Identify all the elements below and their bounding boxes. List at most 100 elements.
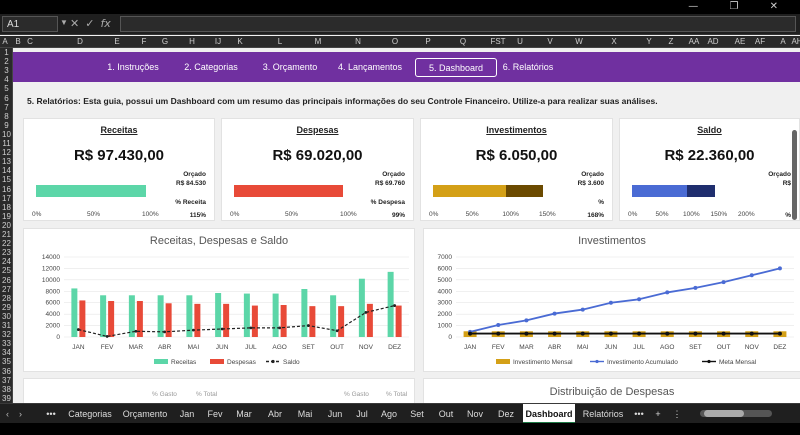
- row-header[interactable]: 31: [2, 321, 11, 330]
- column-header[interactable]: E: [114, 37, 120, 46]
- row-header[interactable]: 30: [2, 311, 11, 321]
- column-header[interactable]: H: [189, 37, 195, 46]
- column-header[interactable]: O: [391, 37, 399, 46]
- bar-receitas[interactable]: [243, 293, 250, 337]
- series-point[interactable]: [665, 290, 670, 295]
- sheet-tab-orçamento[interactable]: Orçamento: [122, 409, 168, 419]
- bar-receitas[interactable]: [358, 278, 365, 337]
- bar-despesas[interactable]: [251, 305, 258, 337]
- series-point[interactable]: [721, 280, 726, 285]
- row-header[interactable]: 8: [4, 111, 9, 121]
- column-header[interactable]: P: [425, 37, 431, 46]
- horizontal-scrollbar[interactable]: [700, 410, 772, 417]
- row-header[interactable]: 4: [4, 75, 9, 85]
- series-point[interactable]: [749, 331, 754, 336]
- revenue-expense-chart[interactable]: Receitas, Despesas e Saldo 0 2000 4000 6000…: [23, 228, 415, 372]
- row-header[interactable]: 10: [2, 129, 11, 139]
- bar-receitas[interactable]: [301, 289, 308, 337]
- row-header[interactable]: 6: [4, 93, 9, 103]
- series-point[interactable]: [524, 331, 529, 336]
- row-header[interactable]: 5: [4, 84, 9, 94]
- column-header[interactable]: IJ: [214, 37, 222, 46]
- expense-distribution-panel[interactable]: Distribuição de Despesas: [423, 378, 800, 403]
- row-header[interactable]: 7: [4, 102, 9, 112]
- scroll-thumb[interactable]: [704, 410, 744, 417]
- row-header[interactable]: 33: [2, 339, 11, 349]
- sheet-tab-ago[interactable]: Ago: [380, 409, 397, 419]
- row-header[interactable]: 1: [4, 48, 9, 57]
- column-header[interactable]: C: [27, 37, 33, 46]
- name-box[interactable]: A1: [2, 16, 58, 32]
- row-header[interactable]: 9: [4, 120, 9, 130]
- column-header[interactable]: AE: [734, 37, 746, 46]
- bar-despesas[interactable]: [165, 303, 172, 337]
- series-point[interactable]: [496, 331, 501, 336]
- sheet-tab-out[interactable]: Out: [438, 409, 454, 419]
- row-header[interactable]: 21: [2, 230, 11, 239]
- row-header[interactable]: 23: [2, 248, 11, 258]
- series-point[interactable]: [134, 329, 138, 333]
- formula-input[interactable]: [120, 16, 796, 32]
- bar-despesas[interactable]: [79, 300, 86, 337]
- bar-receitas[interactable]: [157, 295, 164, 337]
- row-header[interactable]: 15: [2, 175, 11, 185]
- row-header[interactable]: 16: [2, 184, 11, 194]
- column-header[interactable]: AA: [688, 37, 700, 46]
- nav-item-4[interactable]: 4. Lançamentos: [337, 62, 403, 72]
- bar-despesas[interactable]: [108, 301, 115, 337]
- bar-receitas[interactable]: [330, 295, 337, 337]
- bar-despesas[interactable]: [395, 305, 402, 337]
- bar-despesas[interactable]: [223, 303, 230, 337]
- series-point[interactable]: [749, 273, 754, 278]
- series-point[interactable]: [76, 328, 80, 331]
- row-header[interactable]: 14: [2, 166, 11, 176]
- row-header[interactable]: 13: [2, 157, 11, 167]
- series-point[interactable]: [608, 331, 613, 336]
- more-tabs-left[interactable]: •••: [46, 409, 56, 419]
- row-header[interactable]: 28: [2, 293, 11, 303]
- nav-item-5[interactable]: 5. Dashboard: [415, 58, 497, 77]
- row-header[interactable]: 12: [2, 148, 11, 158]
- row-header[interactable]: 19: [2, 211, 11, 221]
- row-header[interactable]: 18: [2, 202, 11, 212]
- column-header[interactable]: X: [611, 37, 617, 46]
- chevron-down-icon[interactable]: ▼: [60, 18, 68, 27]
- nav-item-1[interactable]: 1. Instruções: [107, 62, 159, 72]
- column-header[interactable]: AH: [791, 37, 800, 46]
- add-sheet-button[interactable]: +: [655, 409, 661, 419]
- sheet-tab-jan[interactable]: Jan: [179, 409, 195, 419]
- series-point[interactable]: [468, 331, 473, 336]
- series-point[interactable]: [777, 331, 782, 336]
- series-point[interactable]: [637, 297, 642, 302]
- series-point[interactable]: [306, 324, 310, 327]
- row-header[interactable]: 3: [4, 66, 9, 76]
- series-point[interactable]: [393, 304, 397, 307]
- row-header[interactable]: 26: [2, 275, 11, 285]
- tab-scroll-arrows[interactable]: ‹›: [6, 409, 32, 419]
- row-header[interactable]: 29: [2, 302, 11, 312]
- bar-receitas[interactable]: [186, 295, 193, 337]
- series-point[interactable]: [637, 331, 642, 336]
- row-header[interactable]: 35: [2, 357, 11, 367]
- series-point[interactable]: [249, 326, 253, 330]
- row-header[interactable]: 27: [2, 284, 11, 294]
- row-header[interactable]: 24: [2, 257, 11, 267]
- column-header[interactable]: N: [355, 37, 361, 46]
- series-point[interactable]: [580, 331, 585, 336]
- bar-despesas[interactable]: [136, 301, 143, 337]
- column-header[interactable]: A: [780, 37, 786, 46]
- sheet-tab-relatórios[interactable]: Relatórios: [582, 409, 624, 419]
- series-point[interactable]: [693, 285, 698, 290]
- bar-despesas[interactable]: [309, 306, 316, 337]
- investments-chart[interactable]: Investimentos 0 1000 2000 3000 4000 5000 6000 7…: [423, 228, 800, 372]
- column-header[interactable]: U: [517, 37, 523, 46]
- series-point[interactable]: [580, 307, 585, 312]
- sheet-tab-fev[interactable]: Fev: [207, 409, 223, 419]
- series-point[interactable]: [220, 327, 224, 331]
- sheet-tab-mai[interactable]: Mai: [297, 409, 313, 419]
- series-point[interactable]: [105, 335, 109, 338]
- bar-receitas[interactable]: [272, 293, 279, 337]
- function-icon[interactable]: fx: [100, 17, 111, 30]
- column-header[interactable]: V: [547, 37, 553, 46]
- series-point[interactable]: [191, 328, 195, 332]
